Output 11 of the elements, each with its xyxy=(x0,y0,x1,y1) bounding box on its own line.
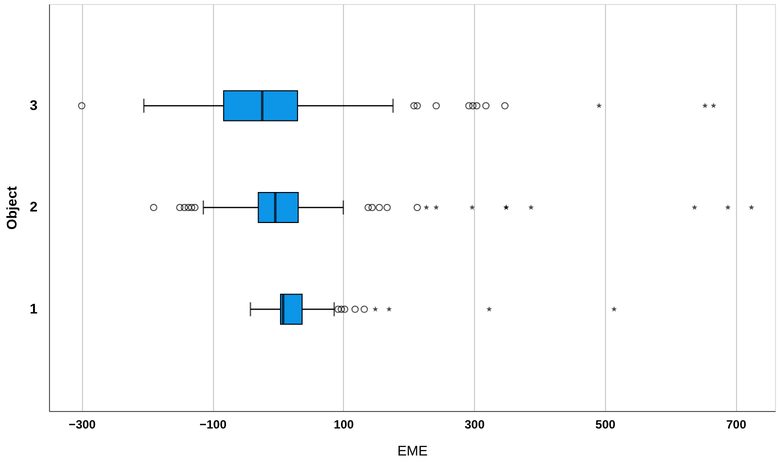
x-tick-label: −300 xyxy=(68,418,96,432)
x-tick-label: 500 xyxy=(595,418,616,432)
x-tick-label: −100 xyxy=(200,418,227,432)
x-tick-label: 100 xyxy=(334,418,354,432)
y-tick-label: 2 xyxy=(30,198,38,214)
x-tick-label: 700 xyxy=(726,418,747,432)
y-tick-label: 3 xyxy=(30,96,38,113)
x-axis-title: EME xyxy=(397,442,428,458)
y-axis-title: Object xyxy=(4,186,20,230)
x-tick-label: 300 xyxy=(464,418,485,432)
y-tick-label: 1 xyxy=(30,300,38,316)
